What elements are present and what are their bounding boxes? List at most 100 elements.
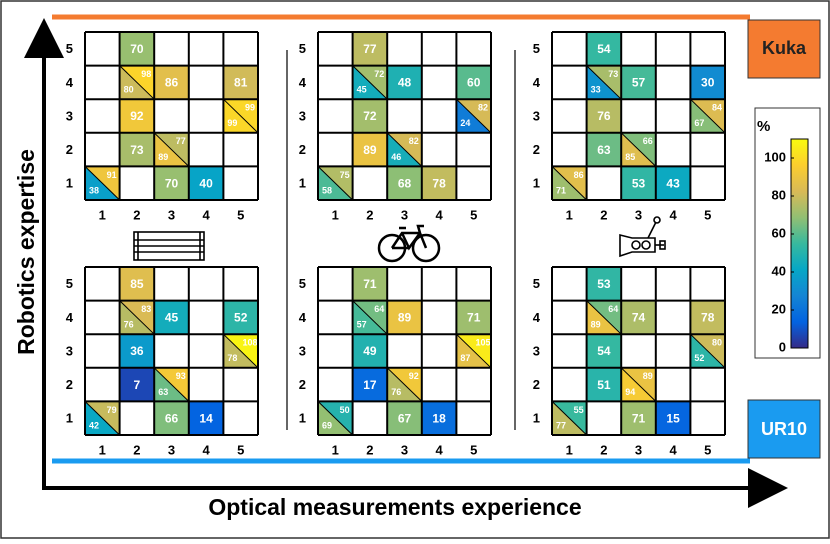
cell-label: 40 <box>199 176 213 190</box>
x-tick-label: 3 <box>168 442 175 457</box>
cell-upper-label: 72 <box>374 69 384 79</box>
cell-upper-label: 83 <box>141 304 151 314</box>
x-tick-label: 3 <box>401 442 408 457</box>
cell-label: 70 <box>165 176 179 190</box>
cell-label: 77 <box>363 42 377 56</box>
y-tick-label: 5 <box>66 276 73 291</box>
cell-label: 63 <box>597 143 611 157</box>
y-tick-label: 1 <box>533 176 540 191</box>
x-tick-label: 2 <box>600 442 607 457</box>
cell-diagonal <box>456 333 492 369</box>
cell-lower-label: 24 <box>460 118 470 128</box>
cell-upper-label: 108 <box>242 338 257 348</box>
cell-upper-label: 75 <box>340 170 350 180</box>
cell <box>352 334 388 368</box>
cell-upper-label: 98 <box>141 69 151 79</box>
cell-label: 7 <box>134 378 141 392</box>
cell-upper-label: 84 <box>712 103 722 113</box>
y-tick-label: 4 <box>66 75 74 90</box>
cell-label: 71 <box>467 311 481 325</box>
y-tick-label: 5 <box>66 41 73 56</box>
y-tick-label: 2 <box>299 142 306 157</box>
cell-upper-label: 73 <box>608 69 618 79</box>
cell-lower-label: 94 <box>625 387 635 397</box>
y-tick-label: 1 <box>299 411 306 426</box>
cell-label: 86 <box>165 76 179 90</box>
cell-diagonal <box>586 300 622 335</box>
cell-label: 74 <box>632 311 646 325</box>
x-tick-label: 3 <box>401 207 408 222</box>
cell-label: 52 <box>234 311 248 325</box>
cell-label: 66 <box>165 411 179 425</box>
cell <box>387 401 422 435</box>
cell-label: 17 <box>363 378 377 392</box>
cell <box>586 334 622 368</box>
cell <box>119 132 155 167</box>
cell-label: 85 <box>130 277 144 291</box>
ur10-line: UR10 <box>52 399 821 464</box>
colorbar-tick-label: 40 <box>772 263 786 278</box>
colorbar-box <box>754 107 821 359</box>
cell-label: 67 <box>398 411 412 425</box>
cell-lower-label: 58 <box>322 185 332 195</box>
colorbar-tick-label: 60 <box>772 225 786 240</box>
cell-label: 72 <box>363 109 377 123</box>
cell <box>119 99 155 133</box>
x-label: Optical measurements experience <box>208 494 581 520</box>
cell <box>119 267 155 301</box>
cell-label: 48 <box>398 76 412 90</box>
cell-label: 54 <box>597 344 611 358</box>
cell-diagonal <box>352 300 388 335</box>
cell <box>655 401 691 435</box>
y-tick-label: 2 <box>533 142 540 157</box>
cell <box>421 401 457 435</box>
cell-lower-label: 46 <box>391 152 401 162</box>
y-tick-label: 1 <box>533 411 540 426</box>
cell-lower-label: 52 <box>694 353 704 363</box>
x-tick-label: 5 <box>704 207 711 222</box>
y-tick-label: 4 <box>299 310 307 325</box>
y-tick-label: 4 <box>299 75 307 90</box>
x-tick-label: 1 <box>332 207 339 222</box>
y-label: Robotics expertise <box>13 149 39 355</box>
cell-label: 30 <box>701 76 715 90</box>
cell-diagonal <box>551 401 587 436</box>
cell <box>421 166 457 200</box>
cell <box>586 132 622 167</box>
cell-diagonal <box>586 65 622 100</box>
x-tick-label: 1 <box>99 442 106 457</box>
y-tick-label: 1 <box>66 176 73 191</box>
cell-label: 54 <box>597 42 611 56</box>
cell-lower-label: 76 <box>391 387 401 397</box>
y-tick-label: 4 <box>533 75 541 90</box>
cell-upper-label: 82 <box>409 136 419 146</box>
cell <box>586 99 622 133</box>
x-tick-label: 3 <box>635 442 642 457</box>
colorbar-tick-label: 100 <box>764 149 786 164</box>
y-tick-label: 2 <box>66 142 73 157</box>
y-tick-label: 1 <box>299 176 306 191</box>
cell <box>621 166 656 200</box>
x-tick-label: 2 <box>133 442 140 457</box>
cell-label: 36 <box>130 344 144 358</box>
cell-label: 45 <box>165 311 179 325</box>
cell-diagonal <box>690 333 726 369</box>
cell <box>387 300 422 335</box>
cell-upper-label: 80 <box>712 338 722 348</box>
cell-label: 68 <box>398 176 412 190</box>
y-tick-label: 4 <box>533 310 541 325</box>
cell-diagonal <box>456 98 492 134</box>
robot-icon <box>619 216 666 258</box>
y-tick-label: 2 <box>66 377 73 392</box>
kuka-label: Kuka <box>762 38 807 58</box>
cell <box>690 300 725 335</box>
cell <box>154 300 189 335</box>
cell-upper-label: 77 <box>176 136 186 146</box>
cell-upper-label: 64 <box>374 304 384 314</box>
cell-label: 76 <box>597 109 611 123</box>
cell <box>188 166 224 200</box>
heatmap-panel: 54 73 33 57 30 76 84 67 63 66 85 86 71 53 43 1 2 3 4 5 1 2 3 4 5 <box>533 31 726 222</box>
